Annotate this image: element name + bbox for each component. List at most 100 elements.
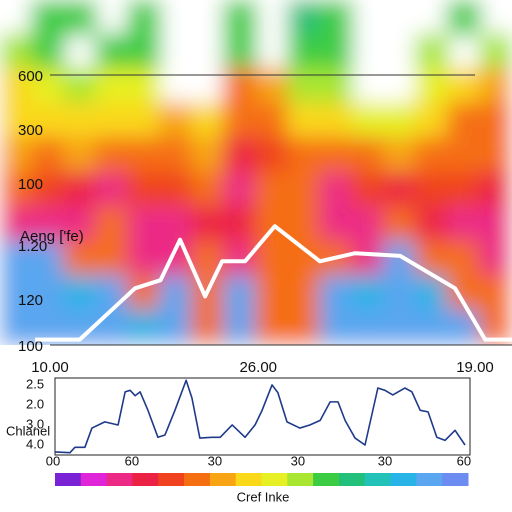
sub-plot: 2.5 2.0 3.0 4.000 60 30 30 30 60 Chlanel [6, 376, 471, 468]
y-tick-label: 300 [18, 122, 43, 139]
colorbar-swatch [55, 473, 82, 486]
heatmap-cell [287, 68, 321, 105]
y-tick-label: 600 [18, 68, 43, 85]
heatmap-cell [31, 206, 65, 243]
colorbar-swatch [184, 473, 211, 486]
y-tick-label: 2.5 [26, 376, 44, 391]
heatmap-cell [255, 137, 289, 174]
heatmap-cell [159, 309, 193, 345]
heatmap-cell [479, 33, 512, 70]
colorbar-swatch [338, 473, 366, 486]
heatmap-cell [31, 137, 65, 174]
heatmap-cell [287, 0, 321, 36]
heatmap-cell [351, 206, 385, 243]
y-axis-label: Chlanel [6, 423, 50, 438]
heatmap-cell [127, 171, 161, 208]
heatmap-cell [255, 206, 289, 243]
heatmap-cell [63, 206, 97, 243]
heatmap-cell [479, 206, 512, 243]
heatmap-cell [95, 68, 129, 105]
heatmap-cell [415, 102, 449, 139]
heatmap-cell [383, 275, 417, 312]
heatmap-cell [0, 240, 33, 277]
heatmap-cell [223, 309, 257, 345]
y-tick-label: 3.0 [26, 416, 44, 431]
x-tick-label: 26.00 [239, 359, 277, 376]
heatmap-cell [95, 275, 129, 312]
heatmap-cell [447, 240, 481, 277]
heatmap-cell [191, 102, 225, 139]
heatmap-cell [383, 240, 417, 277]
heatmap-cell [319, 102, 353, 139]
heatmap-cell [223, 137, 257, 174]
heatmap-cell [479, 137, 512, 174]
heatmap-cell [479, 275, 512, 312]
x-tick-label: 60 [125, 453, 139, 468]
colorbar-swatch [158, 473, 185, 486]
colorbar-swatch [235, 473, 262, 486]
x-tick-label: 60 [457, 453, 471, 468]
heatmap-cell [287, 137, 321, 174]
heatmap-cell [319, 171, 353, 208]
colorbar-label: Cref Inke [237, 489, 290, 504]
heatmap-cell [255, 309, 289, 345]
heatmap-cell [415, 33, 449, 70]
y-tick-label: 100 [18, 338, 43, 355]
heatmap-cell [63, 68, 97, 105]
heatmap-cell [95, 240, 129, 277]
heatmap-cell [63, 137, 97, 174]
heatmap-cell [319, 0, 353, 36]
heatmap-cell [95, 309, 129, 345]
heatmap-cell [31, 275, 65, 312]
line [54, 379, 466, 454]
colorbar: Cref Inke [55, 473, 469, 504]
heatmap-cell [447, 137, 481, 174]
heatmap-cell [127, 0, 161, 36]
heatmap-cell [415, 309, 449, 345]
heatmap-cell [447, 102, 481, 139]
heatmap-cell [351, 309, 385, 345]
heatmap-cell [95, 171, 129, 208]
heatmap-cell [319, 275, 353, 312]
heatmap-cell [287, 275, 321, 312]
heatmap-cell [63, 102, 97, 139]
heatmap-cell [447, 309, 481, 345]
heatmap-cell [159, 275, 193, 312]
heatmap-cell [351, 102, 385, 139]
heatmap-cell [319, 137, 353, 174]
heatmap-cell [479, 171, 512, 208]
heatmap-cell [223, 171, 257, 208]
heatmap-cell [31, 0, 65, 36]
heatmap-cell [415, 240, 449, 277]
heatmap-cell [415, 206, 449, 243]
heatmap-cell [447, 68, 481, 105]
heatmap-cell [127, 68, 161, 105]
heatmap-cell [63, 171, 97, 208]
colorbar-swatch [261, 473, 288, 486]
heatmap-cell [223, 68, 257, 105]
y-tick-label: 100 [18, 176, 43, 193]
heatmap-cell [447, 0, 481, 36]
heatmap-cell [31, 171, 65, 208]
heatmap [0, 0, 512, 345]
heatmap-cell [223, 102, 257, 139]
heatmap-cell [351, 240, 385, 277]
heatmap-cell [0, 137, 33, 174]
heatmap-cell [31, 33, 65, 70]
heatmap-cell [255, 275, 289, 312]
colorbar-swatch [209, 473, 237, 486]
heatmap-cell [383, 102, 417, 139]
y-axis-label: Aeng ['fe) [20, 228, 84, 245]
heatmap-cell [255, 102, 289, 139]
heatmap-cell [319, 206, 353, 243]
heatmap-cell [127, 33, 161, 70]
colorbar-swatch [106, 473, 133, 486]
heatmap-cell [383, 206, 417, 243]
x-tick-label: 10.00 [31, 359, 69, 376]
heatmap-cell [223, 275, 257, 312]
heatmap-cell [127, 240, 161, 277]
heatmap-cell [319, 68, 353, 105]
heatmap-cell [191, 137, 225, 174]
main-plot: 600 300 100 1.20 120 100 10.00 26.00 19.00 Aeng [… [18, 68, 512, 376]
